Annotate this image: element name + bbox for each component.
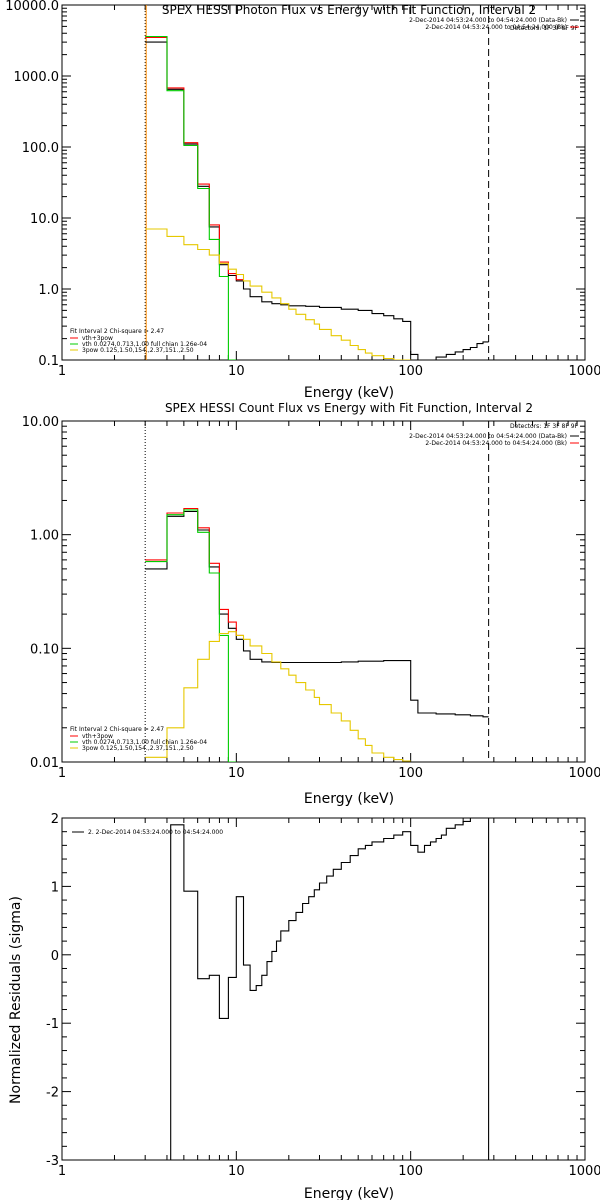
fit-legend-entry: vth 0.0274,0.713,1.00 full chian 1.26e-0… (82, 341, 207, 348)
series-line-yellow (145, 228, 411, 360)
y-tick-label: 0.01 (30, 756, 59, 771)
fit-legend-entry: 3pow 0.125,1.50,154.,2.37,151.,2.50 (82, 347, 194, 354)
fit-legend-entry: vth+3pow (82, 733, 113, 740)
series-line-black (145, 510, 489, 718)
y-tick-label: 1.00 (30, 529, 59, 544)
x-tick-label: 100 (398, 1164, 423, 1179)
x-tick-label: 1000 (568, 364, 600, 379)
x-tick-label: 100 (398, 364, 423, 379)
x-tick-label: 10 (228, 766, 245, 781)
y-tick-label: -1 (46, 1017, 59, 1032)
y-tick-label: 10000.0 (5, 0, 59, 14)
x-axis-label: Energy (keV) (304, 385, 394, 401)
y-tick-label: 100.0 (22, 141, 59, 156)
fit-legend-entry: 3pow 0.125,1.50,154.,2.37,151.,2.50 (82, 745, 194, 752)
y-tick-label: 1 (51, 880, 59, 895)
y-tick-label: 10.00 (22, 415, 59, 430)
fit-legend-entry: vth+3pow (82, 335, 113, 342)
chart-title: SPEX HESSI Photon Flux vs Energy with Fi… (162, 3, 536, 17)
photon-flux-panel: SPEX HESSI Photon Flux vs Energy with Fi… (5, 0, 600, 401)
count-flux-panel: SPEX HESSI Count Flux vs Energy with Fit… (22, 401, 600, 807)
legend-entry: 2-Dec-2014 04:53:24.000 to 04:54:24.000 … (425, 24, 567, 31)
x-tick-label: 1000 (568, 1164, 600, 1179)
fit-legend-entry: vth 0.0274,0.713,1.00 full chian 1.26e-0… (82, 739, 207, 746)
series-line-green (145, 509, 237, 762)
series-group (145, 35, 489, 360)
x-axis-label: Energy (keV) (304, 1186, 394, 1200)
y-tick-label: 0 (51, 949, 59, 964)
series-group (170, 818, 490, 1160)
plot-frame (61, 817, 586, 1161)
y-tick-label: 1000.0 (14, 70, 60, 85)
top-legend-header: Detectors: 1F 3F 8F 9F (510, 423, 579, 430)
y-tick-label: 0.1 (38, 354, 59, 369)
y-tick-label: 2 (51, 812, 59, 827)
y-axis-label: Normalized Residuals (sigma) (8, 896, 24, 1104)
legend-entry: 2-Dec-2014 04:53:24.000 to 04:54:24.000 … (409, 433, 567, 440)
chart-title: SPEX HESSI Count Flux vs Energy with Fit… (165, 401, 533, 415)
legend-entry: 2-Dec-2014 04:53:24.000 to 04:54:24.000 … (409, 17, 567, 24)
x-axis-label: Energy (keV) (304, 791, 394, 807)
fit-legend-header: Fit Interval 2 Chi-square = 2.47 (70, 328, 164, 335)
x-tick-label: 1 (58, 766, 66, 781)
y-tick-label: -3 (46, 1154, 59, 1169)
x-tick-label: 10 (228, 1164, 245, 1179)
x-tick-label: 1 (58, 1164, 66, 1179)
y-tick-label: 0.10 (30, 642, 59, 657)
series-line-green (145, 35, 237, 360)
fit-legend-header: Fit Interval 2 Chi-square = 2.47 (70, 726, 164, 733)
legend-entry: 2-Dec-2014 04:53:24.000 to 04:54:24.000 … (425, 440, 567, 447)
series-line-black (145, 41, 489, 360)
plot-frame (61, 420, 586, 763)
top-legend-header: Detectors: 1F 3F 8F 9F (510, 25, 579, 32)
x-tick-label: 100 (398, 766, 423, 781)
residuals-panel: Energy (keV) Normalized Residuals (sigma… (8, 812, 600, 1200)
legend-entry: 2. 2-Dec-2014 04:53:24.000 to 04:54:24.0… (88, 829, 223, 836)
x-tick-label: 10 (228, 364, 245, 379)
x-tick-label: 1000 (568, 766, 600, 781)
x-tick-label: 1 (58, 364, 66, 379)
series-line-black (170, 818, 490, 1160)
series-group (145, 507, 489, 762)
y-tick-label: 10.0 (30, 212, 59, 227)
plot-frame (61, 4, 586, 361)
y-tick-label: -2 (46, 1086, 59, 1101)
y-tick-label: 1.0 (38, 283, 59, 298)
series-line-yellow (145, 631, 411, 762)
